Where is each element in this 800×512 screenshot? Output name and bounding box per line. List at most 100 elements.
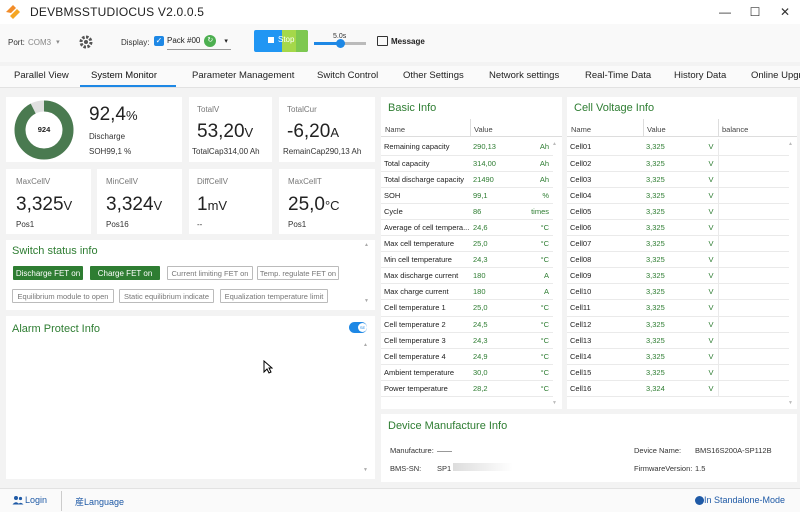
manufacture-value: —— <box>437 446 452 455</box>
scroll-down-icon[interactable]: ▼ <box>363 467 368 473</box>
basic-info-row[interactable]: Max charge current 180 A <box>381 283 553 301</box>
login-button[interactable]: Login <box>12 495 47 505</box>
language-label: Language <box>84 496 125 507</box>
basic-info-unit: °C <box>524 299 553 317</box>
maximize-icon[interactable]: ☐ <box>749 5 761 19</box>
cell-voltage-header: Name Value balance <box>567 119 797 137</box>
basic-info-unit: °C <box>524 364 553 381</box>
pack-select[interactable]: Pack #00 ↻ ▾ <box>167 32 231 50</box>
cell-voltage-row[interactable]: Cell07 3,325 V <box>567 235 789 253</box>
cell-voltage-row[interactable]: Cell14 3,325 V <box>567 348 789 365</box>
close-icon[interactable]: ✕ <box>779 5 791 19</box>
tab-parameter-management[interactable]: Parameter Management <box>192 70 295 81</box>
stop-button[interactable]: Stop <box>254 30 308 52</box>
basic-info-row[interactable]: SOH 99,1% <box>381 187 553 204</box>
scroll-down-icon[interactable]: ▼ <box>552 400 557 406</box>
basic-info-row[interactable]: Remaining capacity 290,13 Ah <box>381 139 553 156</box>
basic-info-row[interactable]: Cell temperature 2 24,5 °C <box>381 316 553 333</box>
cell-voltage-value: 3,325 <box>643 235 693 253</box>
cell-voltage-row[interactable]: Cell10 3,325 V <box>567 283 789 301</box>
basic-info-row[interactable]: Average of cell tempera... 24,6 °C <box>381 219 553 237</box>
basic-info-table: Remaining capacity 290,13 Ah Total capacity… <box>381 139 553 398</box>
basic-info-name: Max cell temperature <box>381 235 470 253</box>
basic-info-row[interactable]: Total discharge capacity 21490 Ah <box>381 171 553 188</box>
cell-voltage-name: Cell06 <box>567 219 643 237</box>
basic-info-row[interactable]: Ambient temperature 30,0 °C <box>381 364 553 381</box>
basic-info-row[interactable]: Cell temperature 4 24,9 °C <box>381 348 553 365</box>
scroll-down-icon[interactable]: ▼ <box>364 298 369 304</box>
tab-other-settings[interactable]: Other Settings <box>403 70 464 81</box>
cell-voltage-name: Cell13 <box>567 332 643 349</box>
cell-balance <box>717 267 789 285</box>
interval-slider[interactable] <box>314 39 366 48</box>
basic-info-row[interactable]: Cell temperature 1 25,0 °C <box>381 299 553 317</box>
display-checkbox[interactable]: ✓ <box>154 36 164 46</box>
stop-label: Stop <box>278 35 295 44</box>
cell-voltage-row[interactable]: Cell08 3,325 V <box>567 251 789 269</box>
minimize-icon[interactable]: — <box>719 5 731 19</box>
basic-info-value: 21490 <box>470 171 524 188</box>
basic-info-name: Ambient temperature <box>381 364 470 381</box>
tab-parallel-view[interactable]: Parallel View <box>14 70 69 81</box>
total-cur-value: -6,20 <box>287 121 331 142</box>
cell-voltage-row[interactable]: Cell04 3,325 V <box>567 187 789 204</box>
cell-col-value: Value <box>647 125 666 134</box>
tab-real-time-data[interactable]: Real-Time Data <box>585 70 652 81</box>
tab-network-settings[interactable]: Network settings <box>489 70 560 81</box>
mouse-cursor-icon <box>263 360 273 374</box>
cell-balance <box>717 364 789 381</box>
cell-voltage-row[interactable]: Cell12 3,325 V <box>567 316 789 333</box>
cell-voltage-name: Cell03 <box>567 171 643 188</box>
port-select[interactable]: COM3 ▾ <box>28 34 68 50</box>
cell-voltage-row[interactable]: Cell09 3,325 V <box>567 267 789 285</box>
cell-voltage-row[interactable]: Cell13 3,325 V <box>567 332 789 349</box>
cell-voltage-row[interactable]: Cell01 3,325 V <box>567 139 789 156</box>
cell-voltage-row[interactable]: Cell16 3,324 V <box>567 380 789 398</box>
basic-info-value: 290,13 <box>470 139 524 156</box>
basic-info-row[interactable]: Power temperature 28,2 °C <box>381 380 553 398</box>
tab-switch-control[interactable]: Switch Control <box>317 70 379 81</box>
basic-info-unit: times <box>524 203 553 220</box>
cell-voltage-row[interactable]: Cell06 3,325 V <box>567 219 789 237</box>
total-cur-card: TotalCur -6,20A RemainCap290,13 Ah <box>279 97 375 162</box>
cell-voltage-unit: V <box>693 155 718 172</box>
basic-info-value: 180 <box>470 283 524 301</box>
scroll-up-icon[interactable]: ▲ <box>363 342 368 348</box>
language-button[interactable]: 産 Language <box>75 495 124 508</box>
cell-voltage-row[interactable]: Cell15 3,325 V <box>567 364 789 381</box>
max-cell-v-value: 3,325 <box>16 194 64 215</box>
max-cell-v-card: MaxCellV 3,325V Pos1 <box>6 169 91 234</box>
soc-state: Discharge <box>89 132 126 141</box>
basic-info-row[interactable]: Max discharge current 180 A <box>381 267 553 285</box>
basic-info-row[interactable]: Min cell temperature 24,3 °C <box>381 251 553 269</box>
basic-info-value: 25,0 <box>470 235 524 253</box>
basic-info-col-name: Name <box>385 125 406 134</box>
alarm-toggle[interactable]: SE <box>349 322 367 333</box>
cell-voltage-row[interactable]: Cell02 3,325 V <box>567 155 789 172</box>
message-button[interactable]: Message <box>391 37 425 46</box>
min-cell-v-value: 3,324 <box>106 194 154 215</box>
slider-thumb[interactable] <box>336 39 345 48</box>
scroll-up-icon[interactable]: ▲ <box>788 141 793 147</box>
cell-voltage-unit: V <box>693 235 718 253</box>
scroll-up-icon[interactable]: ▲ <box>364 242 369 248</box>
tab-system-monitor[interactable]: System Monitor <box>91 70 157 81</box>
basic-info-unit: % <box>524 187 553 204</box>
cell-voltage-row[interactable]: Cell05 3,325 V <box>567 203 789 220</box>
cell-voltage-row[interactable]: Cell03 3,325 V <box>567 171 789 188</box>
basic-info-row[interactable]: Cycle 86 times <box>381 203 553 220</box>
tab-history-data[interactable]: History Data <box>674 70 727 81</box>
basic-info-row[interactable]: Cell temperature 3 24,3 °C <box>381 332 553 349</box>
scroll-down-icon[interactable]: ▼ <box>788 400 793 406</box>
cell-voltage-unit: V <box>693 380 718 398</box>
diff-cell-v-label: DiffCellV <box>197 177 228 186</box>
cell-voltage-row[interactable]: Cell11 3,325 V <box>567 299 789 317</box>
tab-online-upgrade[interactable]: Online Upgr <box>751 70 800 81</box>
basic-info-row[interactable]: Total capacity 314,00 Ah <box>381 155 553 172</box>
scroll-up-icon[interactable]: ▲ <box>552 141 557 147</box>
basic-info-row[interactable]: Max cell temperature 25,0 °C <box>381 235 553 253</box>
basic-info-value: 25,0 <box>470 299 524 317</box>
globe-icon <box>695 495 704 505</box>
gear-icon[interactable] <box>78 34 94 50</box>
cell-voltage-name: Cell11 <box>567 299 643 317</box>
